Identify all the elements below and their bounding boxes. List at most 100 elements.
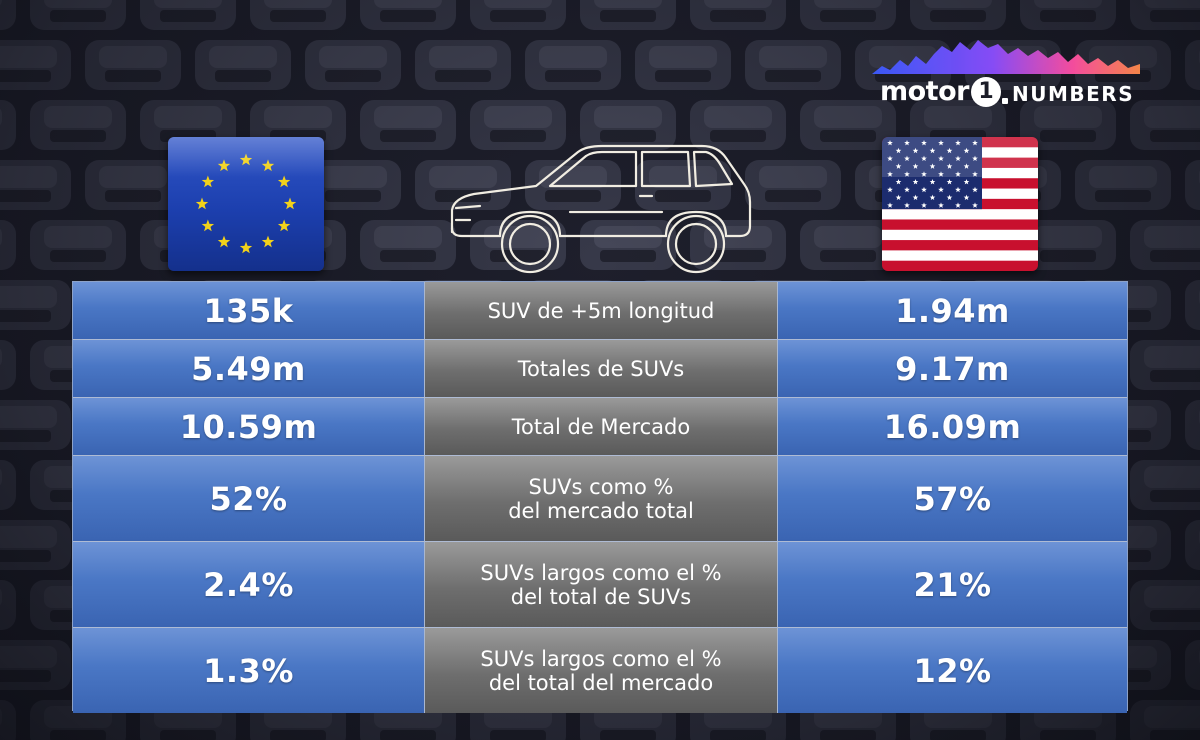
table-row: 1.3% SUVs largos como el % del total del m… (73, 628, 1127, 713)
us-star-icon (921, 202, 927, 208)
eu-star-icon (283, 197, 297, 210)
us-star-icon (963, 147, 970, 154)
metric-label-cell: SUVs como % del mercado total (425, 456, 777, 541)
comparison-table: 135k SUV de +5m longitud 1.94m 5.49m Totales… (72, 281, 1128, 713)
us-star-icon (912, 179, 919, 185)
us-star-icon (904, 171, 910, 177)
metric-label-cell: Totales de SUVs (425, 340, 777, 397)
eu-star-icon (239, 153, 253, 166)
us-star-icon (972, 186, 978, 193)
us-star-icon (887, 171, 893, 177)
us-star-icon (912, 194, 919, 201)
eu-flag-icon (168, 137, 324, 271)
suv-outline-icon (450, 144, 752, 274)
eu-star-icon (195, 197, 209, 210)
us-star-icon (963, 163, 970, 169)
logo-text-numbers: NUMBERS (1012, 82, 1135, 106)
metric-label-line: SUVs largos como el % (480, 560, 722, 585)
us-star-icon (963, 194, 970, 201)
us-star-icon (929, 147, 936, 154)
metric-label-line: del total del mercado (488, 670, 714, 695)
us-star-icon (904, 155, 910, 162)
us-star-icon (955, 155, 961, 162)
motor1-numbers-logo: motor 1 NUMBERS (872, 36, 1140, 114)
us-star-icon (921, 171, 927, 177)
metric-label-line: del mercado total (508, 498, 694, 523)
table-row: 5.49m Totales de SUVs 9.17m (73, 340, 1127, 397)
us-stripe (882, 260, 1038, 271)
us-star-icon (929, 179, 936, 185)
metric-label-line: del total de SUVs (510, 584, 692, 609)
metric-label-line: SUVs como % (528, 474, 674, 499)
us-star-icon (912, 147, 919, 154)
us-star-icon (921, 140, 927, 146)
us-stripe (882, 250, 1038, 262)
us-star-icon (938, 171, 944, 177)
us-value-cell: 1.94m (777, 282, 1127, 339)
eu-value-cell: 1.3% (73, 628, 425, 713)
eu-stars-icon (195, 153, 297, 254)
eu-value-cell: 2.4% (73, 542, 425, 627)
us-star-icon (887, 155, 893, 162)
metric-label-line: SUV de +5m longitud (487, 298, 715, 323)
logo-dot (1002, 98, 1008, 104)
us-star-icon (887, 202, 893, 208)
us-value-cell: 12% (777, 628, 1127, 713)
us-star-icon (955, 140, 961, 146)
us-stripe (882, 209, 1038, 220)
us-stripe (882, 229, 1038, 241)
us-star-icon (955, 186, 961, 193)
flag-gloss (882, 137, 1038, 177)
us-star-icon (972, 202, 978, 208)
us-star-icon (921, 186, 927, 193)
eu-star-icon (261, 159, 275, 172)
metric-label-cell: SUVs largos como el % del total del merca… (425, 628, 777, 713)
us-star-icon (938, 186, 944, 193)
us-star-icon (912, 163, 919, 169)
logo-mountain-icon (872, 40, 1140, 74)
us-stripes-and-stars-icon (882, 137, 1038, 271)
us-stripe (882, 240, 1038, 251)
us-value-cell: 16.09m (777, 398, 1127, 455)
us-star-icon (929, 163, 936, 169)
eu-star-icon (201, 175, 215, 188)
us-star-icon (946, 163, 953, 169)
us-star-icon (946, 179, 953, 185)
eu-value-cell: 52% (73, 456, 425, 541)
metric-label-cell: SUV de +5m longitud (425, 282, 777, 339)
us-star-icon (895, 163, 902, 169)
us-star-icon (904, 202, 910, 208)
logo-text-one: 1 (971, 77, 1001, 107)
logo-text-motor: motor (880, 76, 969, 107)
us-star-icon (955, 171, 961, 177)
us-star-icon (972, 171, 978, 177)
eu-star-icon (217, 235, 231, 248)
table-row: 10.59m Total de Mercado 16.09m (73, 398, 1127, 455)
eu-star-icon (201, 219, 215, 232)
us-value-cell: 21% (777, 542, 1127, 627)
eu-value-cell: 5.49m (73, 340, 425, 397)
us-star-icon (904, 186, 910, 193)
eu-star-icon (261, 235, 275, 248)
us-star-icon (938, 140, 944, 146)
us-star-icon (895, 179, 902, 185)
us-star-icon (895, 147, 902, 154)
us-star-icon (938, 202, 944, 208)
us-star-icon (929, 194, 936, 201)
table-row: 52% SUVs como % del mercado total 57% (73, 456, 1127, 541)
us-star-icon (895, 194, 902, 201)
eu-star-icon (217, 159, 231, 172)
us-value-cell: 57% (777, 456, 1127, 541)
us-star-icon (938, 155, 944, 162)
us-star-icon (955, 202, 961, 208)
us-star-icon (904, 140, 910, 146)
table-row: 135k SUV de +5m longitud 1.94m (73, 282, 1127, 339)
metric-label-line: Total de Mercado (511, 414, 691, 439)
us-star-icon (946, 147, 953, 154)
eu-star-icon (277, 219, 291, 232)
us-flag-icon (882, 137, 1038, 271)
eu-star-icon (239, 241, 253, 254)
metric-label-line: SUVs largos como el % (480, 646, 722, 671)
us-star-icon (921, 155, 927, 162)
us-stripe (882, 219, 1038, 231)
